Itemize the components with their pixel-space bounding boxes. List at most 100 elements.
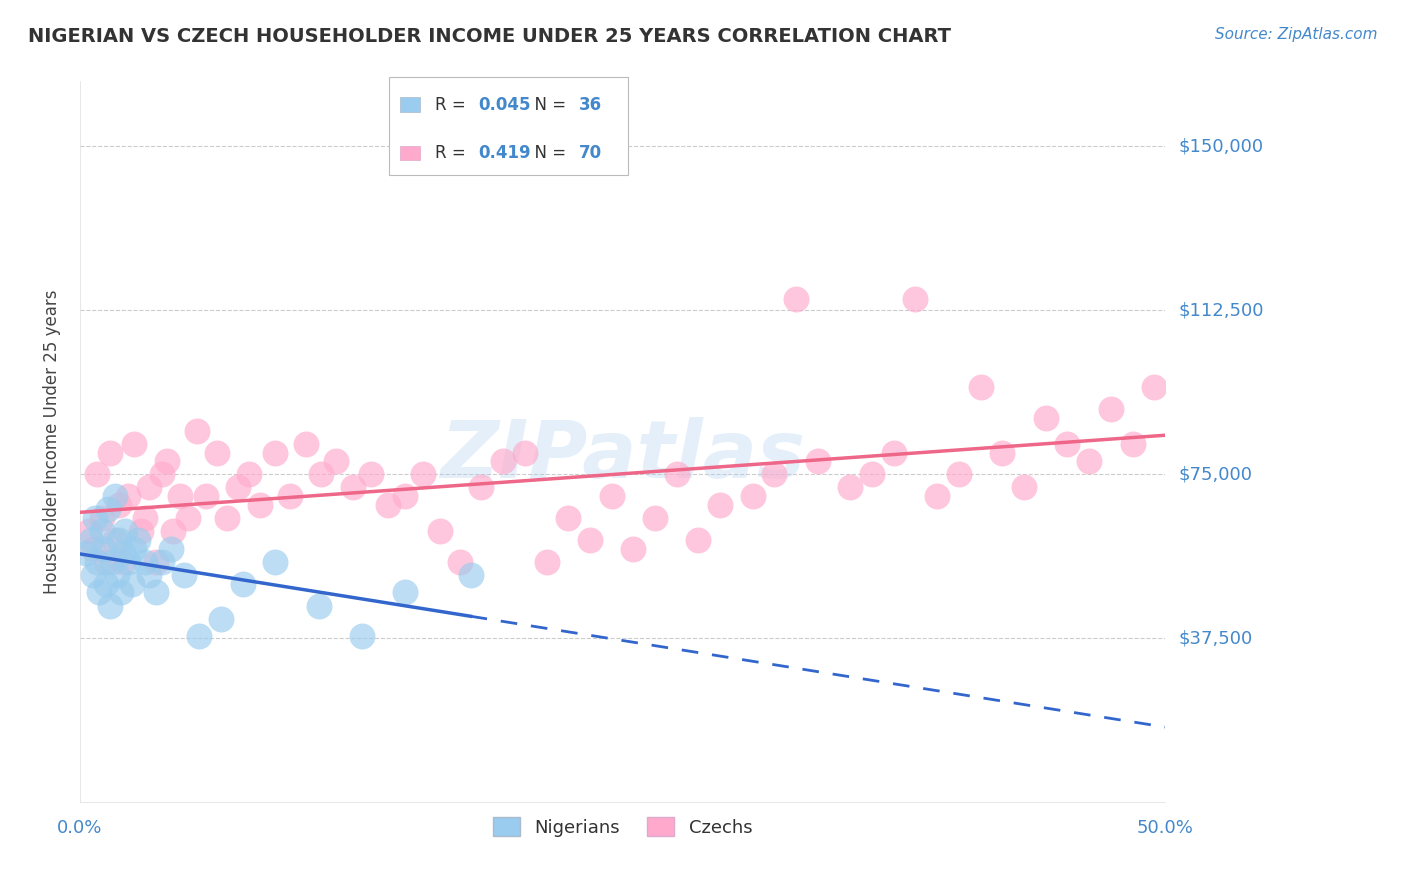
Point: [644, 511, 666, 525]
Point: [145, 555, 167, 569]
Point: [665, 467, 688, 482]
Point: [93, 541, 115, 556]
Point: [513, 445, 536, 459]
Text: 70: 70: [579, 145, 602, 162]
Point: [98, 445, 121, 459]
Point: [104, 533, 127, 547]
Point: [536, 555, 558, 569]
Point: [342, 481, 364, 495]
Point: [1143, 380, 1166, 394]
Point: [308, 599, 330, 613]
Point: [1056, 436, 1078, 450]
Point: [621, 541, 644, 556]
Point: [600, 489, 623, 503]
Text: $37,500: $37,500: [1180, 630, 1253, 648]
Point: [101, 555, 124, 569]
Text: $150,000: $150,000: [1180, 137, 1264, 155]
Point: [122, 436, 145, 450]
Point: [134, 511, 156, 525]
Point: [1035, 410, 1057, 425]
Point: [763, 467, 786, 482]
Point: [350, 629, 373, 643]
Point: [1121, 436, 1143, 450]
Y-axis label: Householder Income Under 25 years: Householder Income Under 25 years: [44, 289, 60, 594]
Point: [138, 481, 160, 495]
Bar: [399, 146, 419, 161]
Point: [226, 481, 249, 495]
Point: [360, 467, 382, 482]
Point: [86, 467, 108, 482]
Point: [991, 445, 1014, 459]
Point: [460, 568, 482, 582]
Point: [232, 576, 254, 591]
Point: [162, 524, 184, 539]
Text: 0.419: 0.419: [478, 145, 530, 162]
Point: [709, 498, 731, 512]
Point: [110, 585, 132, 599]
Text: R =: R =: [434, 145, 471, 162]
Point: [134, 555, 156, 569]
Text: ZIPatlas: ZIPatlas: [440, 417, 806, 495]
Point: [108, 498, 131, 512]
Point: [1012, 481, 1035, 495]
Point: [904, 293, 927, 307]
Point: [173, 568, 195, 582]
Bar: [399, 97, 419, 112]
Point: [470, 481, 492, 495]
Point: [280, 489, 302, 503]
Text: 0.045: 0.045: [478, 95, 530, 113]
Point: [82, 568, 104, 582]
Point: [105, 568, 128, 582]
Point: [114, 524, 136, 539]
Point: [209, 612, 232, 626]
Point: [77, 524, 100, 539]
Point: [98, 599, 121, 613]
Point: [377, 498, 399, 512]
Point: [839, 481, 862, 495]
Point: [108, 533, 131, 547]
Point: [238, 467, 260, 482]
Point: [217, 511, 239, 525]
Point: [969, 380, 991, 394]
Point: [188, 629, 211, 643]
Point: [927, 489, 949, 503]
Text: NIGERIAN VS CZECH HOUSEHOLDER INCOME UNDER 25 YEARS CORRELATION CHART: NIGERIAN VS CZECH HOUSEHOLDER INCOME UND…: [28, 27, 950, 45]
Point: [94, 576, 117, 591]
Point: [117, 489, 139, 503]
Point: [104, 489, 127, 503]
Point: [169, 489, 191, 503]
Text: 0.0%: 0.0%: [58, 819, 103, 837]
Point: [89, 585, 111, 599]
Text: $112,500: $112,500: [1180, 301, 1264, 319]
Point: [429, 524, 451, 539]
Text: 50.0%: 50.0%: [1136, 819, 1194, 837]
FancyBboxPatch shape: [389, 78, 628, 175]
Point: [145, 585, 167, 599]
Point: [150, 555, 173, 569]
Point: [249, 498, 271, 512]
Point: [75, 546, 97, 560]
Point: [94, 555, 117, 569]
Point: [122, 541, 145, 556]
Point: [294, 436, 316, 450]
Point: [138, 568, 160, 582]
Point: [86, 555, 108, 569]
Text: Source: ZipAtlas.com: Source: ZipAtlas.com: [1215, 27, 1378, 42]
Point: [394, 489, 416, 503]
Point: [112, 555, 135, 569]
Text: N =: N =: [523, 95, 571, 113]
Point: [194, 489, 217, 503]
Point: [785, 293, 807, 307]
Point: [177, 511, 200, 525]
Point: [90, 511, 112, 525]
Point: [150, 467, 173, 482]
Point: [112, 546, 135, 560]
Point: [160, 541, 183, 556]
Text: $75,000: $75,000: [1180, 466, 1253, 483]
Point: [80, 533, 103, 547]
Point: [205, 445, 228, 459]
Text: 36: 36: [579, 95, 602, 113]
Point: [557, 511, 579, 525]
Point: [264, 555, 287, 569]
Point: [412, 467, 434, 482]
